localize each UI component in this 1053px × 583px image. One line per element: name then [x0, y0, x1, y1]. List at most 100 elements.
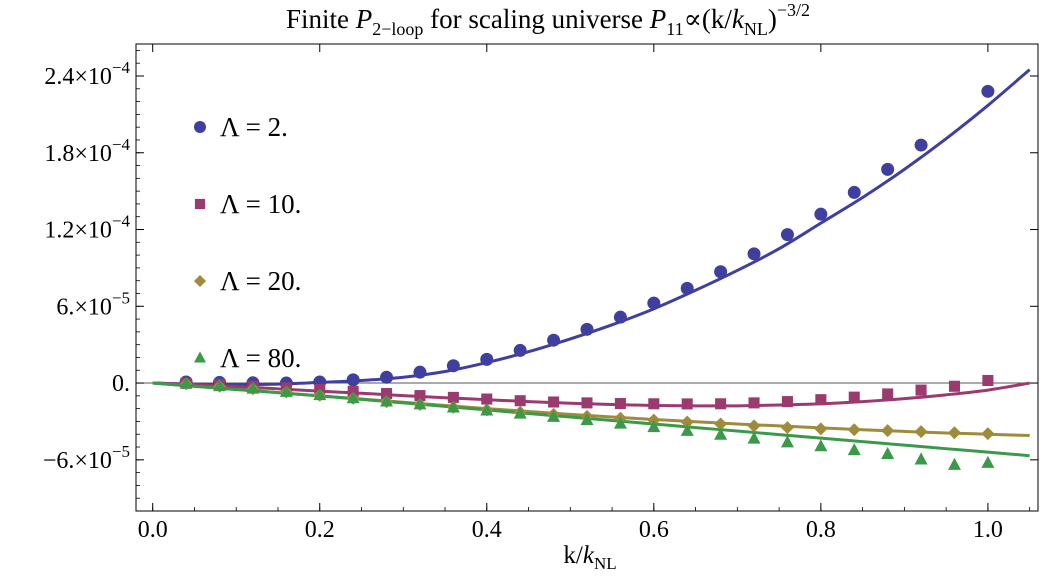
y-tick-plain: 0. — [112, 371, 130, 397]
x-tick-label: 0.0 — [138, 517, 168, 543]
y-tick-label: 0. — [112, 371, 130, 397]
data-point-triangle — [179, 376, 193, 389]
data-point-square — [481, 393, 493, 405]
data-point-square — [548, 396, 560, 408]
data-point-circle — [680, 281, 694, 295]
data-point-square — [447, 391, 459, 403]
data-point-circle — [194, 121, 206, 133]
data-point-triangle — [279, 384, 293, 397]
legend: Λ = 2. Λ = 10. Λ = 20. Λ = 80. — [194, 112, 301, 373]
data-point-triangle — [714, 427, 728, 440]
x-tick-label: 0.2 — [305, 517, 335, 543]
data-point-diamond — [194, 275, 206, 287]
data-point-diamond — [747, 419, 761, 433]
data-point-triangle — [947, 457, 961, 470]
y-tick-mantissa: 6. — [56, 294, 74, 320]
data-point-circle — [814, 207, 828, 221]
data-point-circle — [413, 365, 427, 379]
data-point-diamond — [914, 425, 928, 439]
plot-frame — [135, 43, 1039, 512]
y-tick-exponent: −4 — [112, 58, 131, 77]
x-label-subscript: NL — [594, 554, 617, 573]
data-point-circle — [580, 322, 594, 336]
series-curve — [152, 381, 1030, 458]
data-point-square — [748, 397, 760, 409]
y-tick-mantissa: 1.8 — [44, 141, 74, 167]
data-point-circle — [914, 138, 928, 152]
data-point-square — [194, 198, 206, 210]
data-point-circle — [881, 162, 895, 176]
data-point-square — [381, 388, 393, 400]
x-tick-label: 0.8 — [806, 517, 836, 543]
y-tick-base: ×10 — [74, 218, 112, 244]
data-point-circle — [747, 247, 761, 261]
data-point-circle — [480, 352, 494, 366]
data-point-triangle — [613, 416, 627, 429]
data-point-circle — [613, 310, 627, 324]
data-point-square — [915, 384, 927, 396]
title-middle: for scaling universe — [423, 4, 649, 34]
data-point-diamond — [814, 422, 828, 436]
title-prefix: Finite — [286, 4, 356, 34]
title-p11-subscript: 11 — [666, 19, 683, 39]
x-tick-label: 1.0 — [973, 517, 1003, 543]
x-tick-label: 0.6 — [639, 517, 669, 543]
data-point-triangle — [814, 439, 828, 452]
x-label-prefix: k/ — [563, 542, 583, 569]
y-tick-exponent: −5 — [112, 442, 130, 461]
data-point-circle — [981, 84, 995, 98]
y-tick-exponent: −5 — [112, 288, 130, 307]
data-point-triangle — [380, 394, 394, 407]
legend-label: Λ = 2. — [220, 112, 288, 142]
data-point-square — [781, 396, 793, 408]
data-point-circle — [847, 185, 861, 199]
y-axis: 2.4×10−41.8×10−41.2×10−46.×10−50.−6.×10−… — [43, 49, 1038, 499]
data-point-square — [715, 398, 727, 410]
data-point-square — [882, 388, 894, 400]
marker-layer — [179, 84, 995, 470]
y-tick-base: ×10 — [74, 141, 112, 167]
title-knl-symbol: k — [732, 4, 745, 34]
data-point-triangle — [580, 413, 594, 426]
title-relation: ∝(k/ — [684, 4, 733, 34]
y-tick-label: −6.×10−5 — [43, 442, 130, 474]
data-point-triangle — [981, 455, 995, 468]
data-point-square — [648, 398, 660, 410]
data-point-square — [681, 398, 693, 410]
data-point-circle — [380, 370, 394, 384]
y-tick-exponent: −4 — [112, 212, 131, 231]
legend-label: Λ = 20. — [220, 266, 301, 296]
data-point-square — [815, 394, 827, 406]
data-point-triangle — [513, 406, 527, 419]
x-label-k: k — [583, 542, 595, 569]
data-point-diamond — [981, 427, 995, 441]
data-point-triangle — [847, 443, 861, 456]
data-point-diamond — [847, 423, 861, 437]
legend-label: Λ = 10. — [220, 189, 301, 219]
data-point-triangle — [346, 391, 360, 404]
data-point-triangle — [313, 388, 327, 401]
y-tick-mantissa: 2.4 — [44, 64, 74, 90]
data-point-triangle — [881, 446, 895, 459]
y-tick-exponent: −4 — [112, 135, 131, 154]
y-tick-label: 1.2×10−4 — [44, 212, 130, 244]
x-tick-label: 0.4 — [472, 517, 502, 543]
y-tick-mantissa: −6. — [43, 448, 75, 474]
data-point-circle — [513, 343, 527, 357]
data-point-square — [414, 390, 426, 402]
data-point-diamond — [680, 415, 694, 429]
data-point-diamond — [881, 424, 895, 438]
data-point-square — [581, 397, 593, 409]
data-point-square — [514, 395, 526, 407]
title-close: ) — [768, 4, 777, 34]
title-p-subscript: 2−loop — [372, 19, 423, 39]
data-point-circle — [647, 296, 661, 310]
data-point-triangle — [547, 409, 561, 422]
y-tick-label: 6.×10−5 — [56, 288, 130, 320]
data-point-triangle — [213, 379, 227, 392]
data-point-circle — [446, 359, 460, 373]
data-point-triangle — [914, 452, 928, 465]
legend-label: Λ = 80. — [220, 343, 301, 373]
data-point-triangle — [194, 351, 206, 363]
